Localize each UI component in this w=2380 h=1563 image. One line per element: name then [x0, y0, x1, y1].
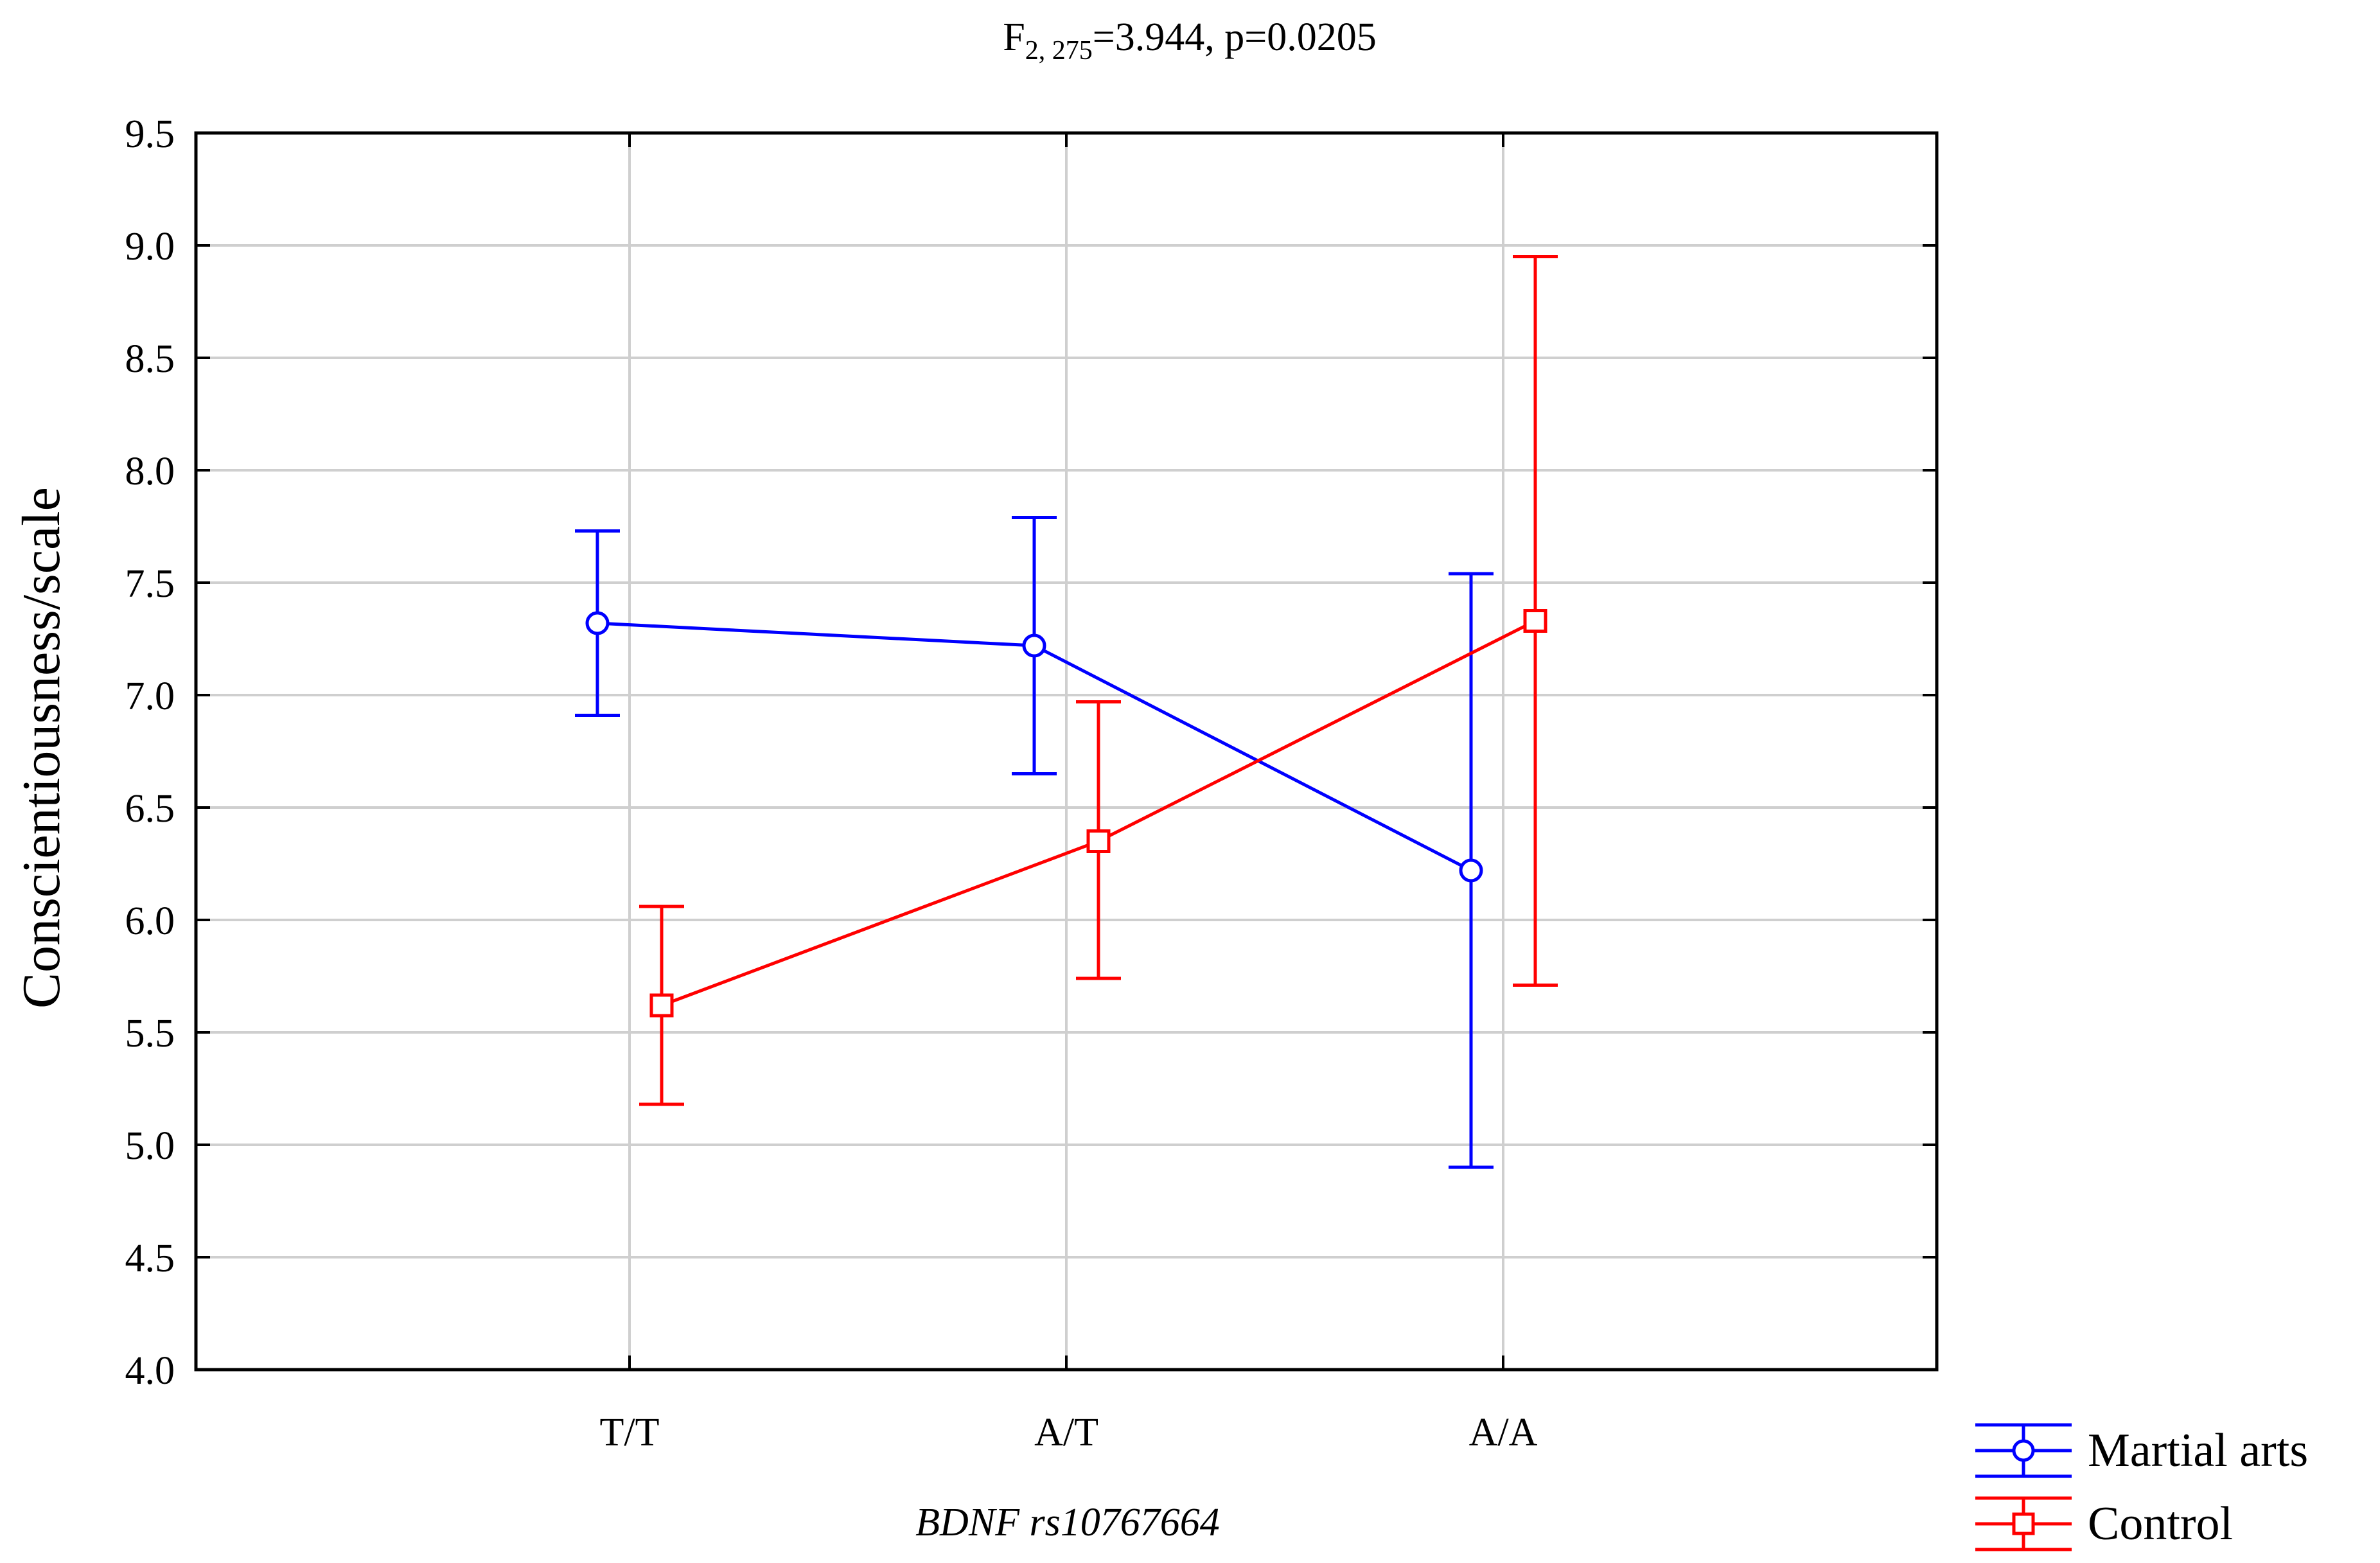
y-tick-label: 6.0	[125, 899, 175, 943]
data-point	[649, 993, 674, 1018]
data-point	[1459, 858, 1483, 883]
x-tick-label: A/A	[1469, 1411, 1538, 1454]
y-tick-label: 9.0	[125, 225, 175, 269]
data-point	[1022, 633, 1046, 658]
legend-marker	[2012, 1512, 2035, 1535]
y-tick-label: 8.0	[125, 450, 175, 493]
legend-label: Martial arts	[2088, 1424, 2308, 1477]
y-tick-label: 9.5	[125, 112, 175, 156]
y-tick-label: 4.0	[125, 1349, 175, 1393]
data-point	[585, 611, 610, 635]
x-tick-label: T/T	[600, 1411, 660, 1454]
y-tick-label: 4.5	[125, 1237, 175, 1280]
data-point	[1086, 829, 1111, 853]
legend-item: Control	[1975, 1496, 2233, 1551]
y-axis-label: Conscientiousness/scale	[12, 487, 71, 1009]
axes: 4.0 4.5 5.0 5.5 6.0 6.5 7.0 7.5 8.0 8.5 9.0 9.5 T/T A…	[125, 112, 1939, 1454]
series-control	[639, 255, 1558, 1106]
y-tick-label: 7.5	[125, 562, 175, 606]
series-layer	[575, 255, 1558, 1169]
plot-frame	[194, 131, 1939, 1372]
legend-item: Martial arts	[1975, 1423, 2308, 1478]
y-tick-label: 5.0	[125, 1124, 175, 1168]
chart-title: F2, 275=3.944, p=0.0205	[1003, 15, 1376, 66]
y-tick-label: 5.5	[125, 1012, 175, 1055]
data-point	[1523, 609, 1547, 633]
legend: Martial arts Control	[1975, 1423, 2308, 1551]
grid	[196, 133, 1937, 1370]
series-martial-arts	[575, 516, 1494, 1169]
x-tick-label: A/T	[1034, 1411, 1098, 1454]
y-tick-label: 7.0	[125, 675, 175, 718]
y-tick-label: 8.5	[125, 337, 175, 381]
y-tick-label: 6.5	[125, 787, 175, 831]
legend-marker	[2012, 1439, 2035, 1462]
legend-label: Control	[2088, 1497, 2233, 1550]
x-axis-label: BDNF rs10767664	[915, 1501, 1220, 1544]
